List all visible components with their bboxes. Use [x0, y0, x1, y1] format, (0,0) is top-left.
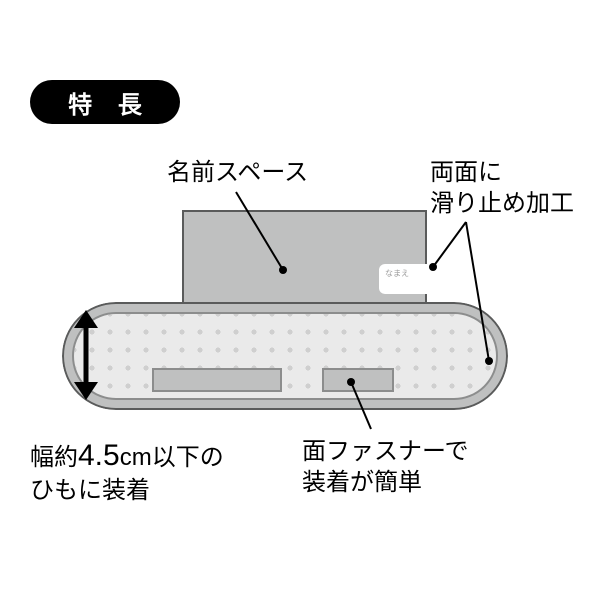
label-name-space: 名前スペース: [167, 157, 308, 188]
name-tag-label: なまえ: [385, 268, 409, 279]
product-flap: なまえ: [182, 210, 427, 302]
width-arrow-icon: [74, 312, 98, 398]
label-width-note: 幅約4.5cm以下のひもに装着: [30, 436, 224, 506]
anti-slip-dots: [74, 314, 496, 398]
band-inner: [72, 312, 498, 400]
fastener-left: [152, 368, 282, 392]
features-badge-text: 特 長: [68, 85, 151, 120]
fastener-right: [322, 368, 394, 392]
product-illustration: なまえ: [62, 210, 508, 410]
product-band: [62, 302, 508, 410]
label-fastener-note: 面ファスナーで 装着が簡単: [302, 436, 469, 498]
features-badge: 特 長: [30, 80, 180, 124]
name-tag: なまえ: [379, 264, 479, 294]
